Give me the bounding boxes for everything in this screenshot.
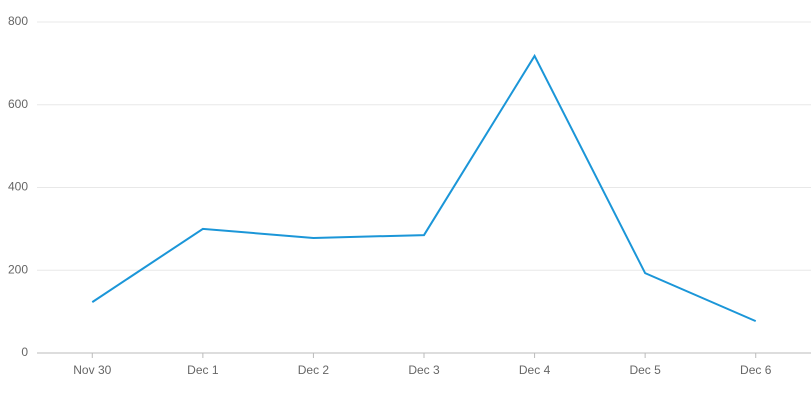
y-tick-label: 800: [8, 14, 28, 28]
x-tick-label: Dec 1: [187, 363, 219, 377]
x-tick-label: Dec 2: [298, 363, 330, 377]
x-tick-label: Dec 5: [629, 363, 661, 377]
y-tick-label: 600: [8, 97, 28, 111]
y-tick-label: 0: [21, 345, 28, 359]
y-tick-label: 200: [8, 262, 28, 276]
x-tick-label: Dec 6: [740, 363, 772, 377]
y-tick-label: 400: [8, 180, 28, 194]
data-line: [91, 53, 757, 323]
x-tick-label: Dec 3: [408, 363, 440, 377]
x-tick-label: Nov 30: [73, 363, 111, 377]
x-tick-label: Dec 4: [519, 363, 551, 377]
